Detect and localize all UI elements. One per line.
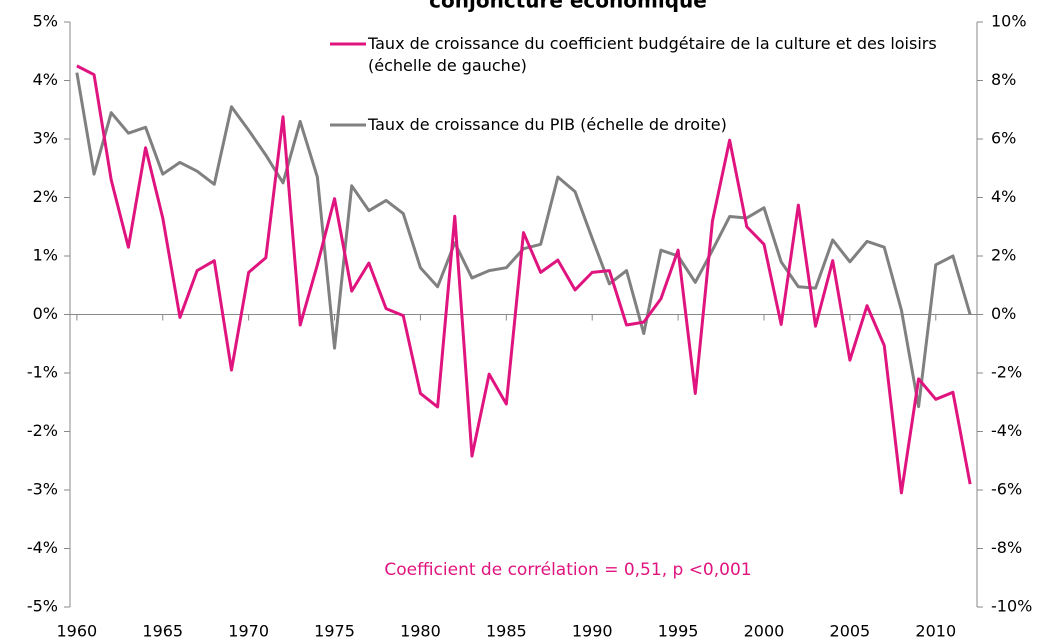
y-tick-label: 2% [33,187,58,206]
annotation: Coefficient de corrélation = 0,51, p <0,… [384,560,751,580]
x-tick-label: 1995 [658,622,699,641]
y2-tick-label: -10% [991,597,1032,616]
x-tick-label: 1975 [314,622,355,641]
y2-tick-label: 8% [991,70,1016,89]
x-tick-label: 1970 [228,622,269,641]
series-line [75,72,972,409]
y-tick-label: -2% [27,421,58,440]
y-tick-label: 5% [33,12,58,31]
series-line [76,64,972,495]
y-tick-label: -5% [27,597,58,616]
y2-tick-label: 10% [991,12,1027,31]
x-tick-label: 1960 [57,622,98,641]
legend-label: Taux de croissance du PIB (échelle de dr… [368,115,727,134]
x-tick-label: 2000 [744,622,785,641]
x-tick-label: 1980 [400,622,441,641]
x-tick-label: 2010 [915,622,956,641]
x-tick-label: 2005 [830,622,871,641]
y2-tick-label: 6% [991,129,1016,148]
y2-tick-label: 0% [991,304,1016,323]
x-tick-label: 1965 [142,622,183,641]
y2-tick-label: -2% [991,363,1022,382]
y2-tick-label: -8% [991,538,1022,557]
y-tick-label: 3% [33,129,58,148]
x-tick-label: 1985 [486,622,527,641]
y-tick-label: -4% [27,538,58,557]
y2-tick-label: 4% [991,187,1016,206]
chart-title: conjoncture économique [429,0,707,13]
y2-tick-label: -4% [991,421,1022,440]
y2-tick-label: 2% [991,246,1016,265]
y2-tick-label: -6% [991,480,1022,499]
y-tick-label: -1% [27,363,58,382]
y-tick-label: -3% [27,480,58,499]
legend-label: Taux de croissance du coefficient budgét… [368,34,937,75]
y-tick-label: 4% [33,70,58,89]
y-tick-label: 0% [33,304,58,323]
x-tick-label: 1990 [572,622,613,641]
y-tick-label: 1% [33,246,58,265]
